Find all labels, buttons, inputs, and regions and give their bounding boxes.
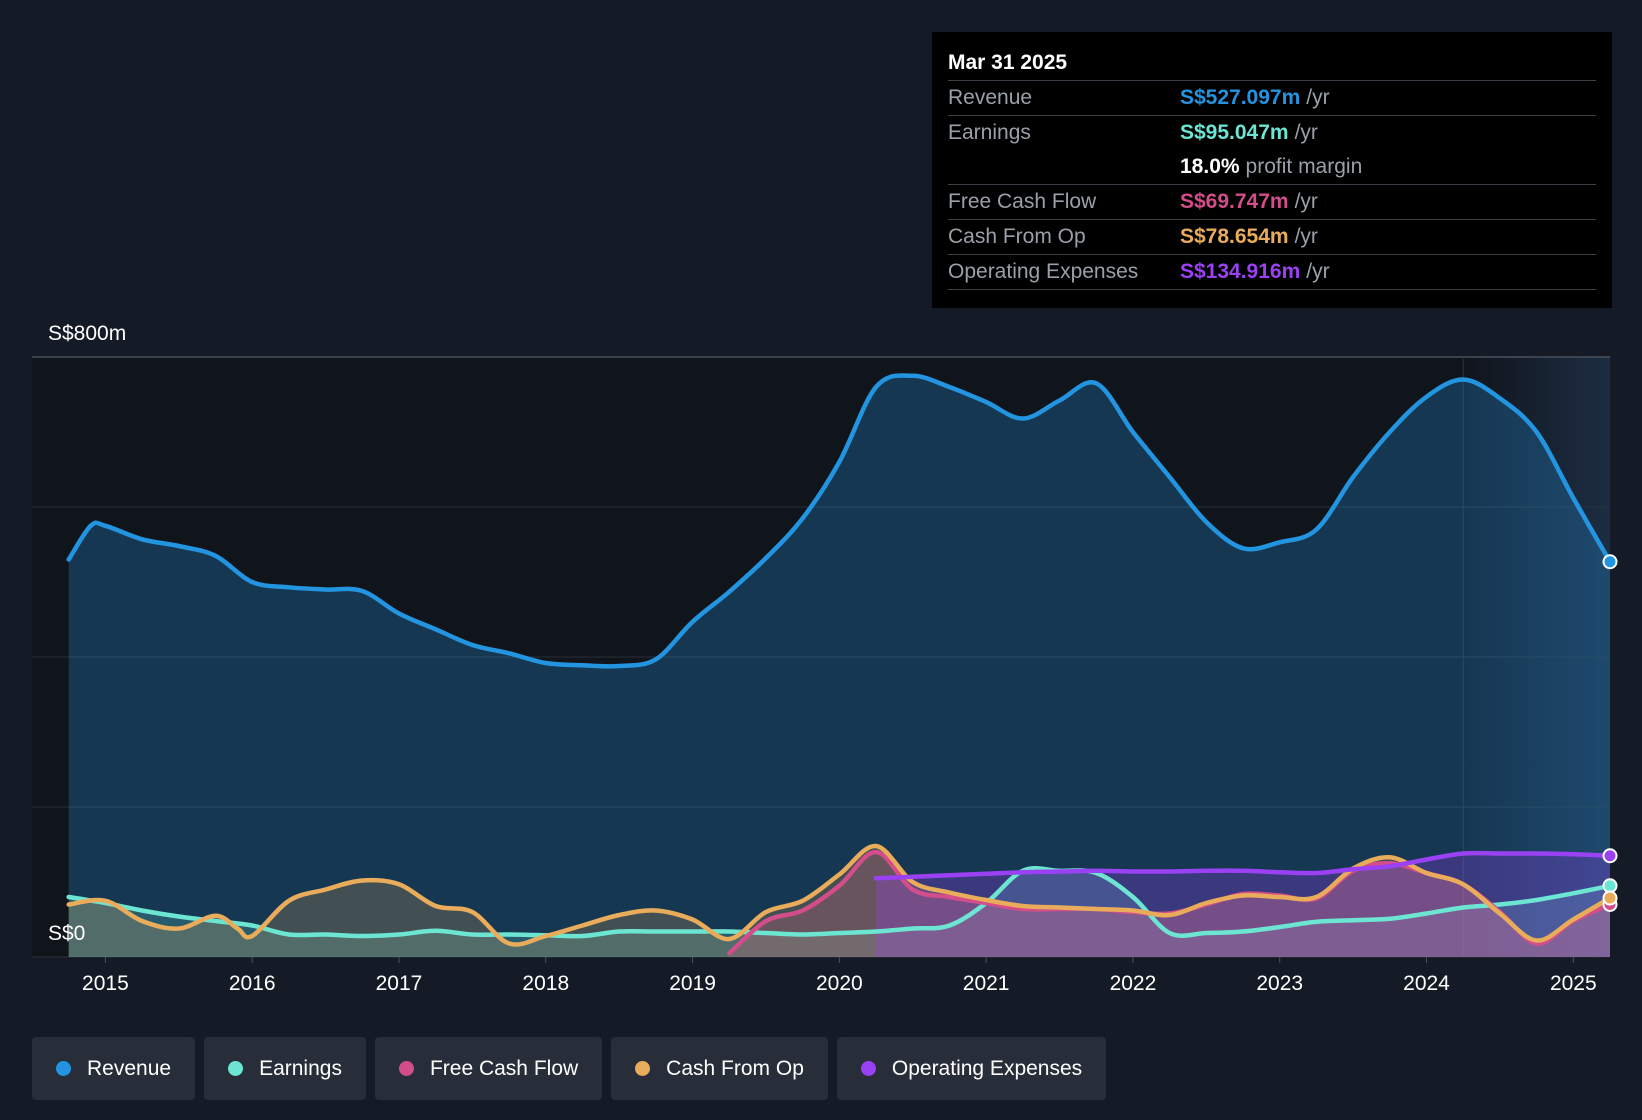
operating-expenses-line (873, 850, 1613, 881)
tooltip-row-unit: profit margin (1245, 155, 1363, 178)
legend-label: Earnings (259, 1056, 342, 1080)
revenue-end-marker (1602, 554, 1618, 570)
legend-label: Cash From Op (666, 1056, 804, 1080)
y-axis-bottom-label: S$0 (48, 922, 85, 945)
tooltip-row-label: Free Cash Flow (948, 190, 1097, 213)
grid (32, 356, 1610, 958)
legend-dot-icon (398, 1061, 414, 1076)
tooltip-row-unit: /yr (1294, 225, 1318, 248)
tooltip-row-label: Revenue (948, 86, 1033, 109)
legend-dot-icon (860, 1061, 876, 1076)
earnings-end-marker (1602, 878, 1618, 894)
revenue-line (66, 373, 1613, 669)
x-tick-label: 2018 (522, 972, 569, 995)
tooltip-row-label: Earnings (948, 121, 1031, 144)
tooltip-row: Revenue S$527.097m/yr (948, 80, 1596, 115)
legend-item[interactable]: Operating Expenses (836, 1037, 1107, 1100)
tooltip-row-label: Cash From Op (948, 225, 1086, 248)
tooltip-row: Operating Expenses S$134.916m/yr (948, 254, 1596, 289)
x-tick-label: 2024 (1403, 972, 1450, 995)
tooltip-row-unit: /yr (1306, 260, 1330, 283)
tooltip-row-value: S$527.097m (1180, 86, 1301, 109)
earnings-area (68, 868, 1611, 957)
tooltip-row-value: 18.0% (1180, 155, 1240, 178)
tooltip-date: Mar 31 2025 (948, 51, 1068, 74)
tooltip-row-value: S$95.047m (1180, 121, 1289, 144)
x-tick-label: 2022 (1110, 972, 1157, 995)
tooltip-row-value: S$134.916m (1180, 260, 1301, 283)
cash-from-op-area (68, 845, 1611, 957)
legend-dot-icon (228, 1061, 244, 1076)
legend-label: Revenue (87, 1056, 172, 1080)
tooltip-row: 18.0% profit margin (948, 150, 1596, 184)
legend-label: Free Cash Flow (429, 1056, 579, 1080)
cash-from-op-end-marker (1602, 890, 1618, 906)
tooltip-row-value: S$69.747m (1180, 190, 1289, 213)
x-tick-label: 2025 (1550, 972, 1597, 995)
tooltip-row-unit: /yr (1294, 121, 1318, 144)
x-tick-label: 2015 (82, 972, 129, 995)
tooltip-panel: Mar 31 2025 Revenue S$527.097m/yr Earnings… (932, 32, 1612, 308)
tooltip-row-unit: /yr (1306, 86, 1330, 109)
tooltip-row-value: S$78.654m (1180, 225, 1289, 248)
tooltip-row: Free Cash Flow S$69.747m/yr (948, 184, 1596, 219)
x-tick-label: 2016 (229, 972, 276, 995)
operating-expenses-area (876, 853, 1610, 957)
free-cash-flow-area (729, 851, 1610, 957)
x-tick-label: 2021 (963, 972, 1010, 995)
operating-expenses-end-marker (1602, 848, 1618, 864)
x-tick-label: 2017 (376, 972, 423, 995)
x-tick-label: 2020 (816, 972, 863, 995)
legend: Revenue Earnings Free Cash Flow Cash From O… (32, 1037, 1107, 1100)
legend-item[interactable]: Free Cash Flow (374, 1037, 603, 1100)
legend-item[interactable]: Earnings (204, 1037, 366, 1100)
legend-item[interactable]: Cash From Op (611, 1037, 828, 1100)
legend-item[interactable]: Revenue (32, 1037, 196, 1100)
tooltip-row-label: Operating Expenses (948, 260, 1139, 283)
x-tick-label: 2019 (669, 972, 716, 995)
earnings-line (66, 866, 1613, 939)
tooltip-row: Cash From Op S$78.654m/yr (948, 219, 1596, 254)
x-axis-ticks: 2015 2016 2017 2018 2019 2020 2021 2022 2023 2024… (82, 957, 1597, 995)
revenue-area (68, 375, 1611, 957)
tooltip-row-label (948, 150, 1180, 184)
series-lines (66, 373, 1613, 956)
legend-dot-icon (635, 1061, 651, 1076)
x-tick-label: 2023 (1256, 972, 1303, 995)
series-areas (68, 375, 1611, 957)
legend-dot-icon (56, 1061, 71, 1076)
series-end-markers (1602, 554, 1618, 912)
legend-label: Operating Expenses (891, 1056, 1083, 1080)
tooltip-row: Earnings S$95.047m/yr (948, 115, 1596, 150)
tooltip-row-unit: /yr (1294, 190, 1318, 213)
y-axis-top-label: S$800m (48, 322, 126, 345)
